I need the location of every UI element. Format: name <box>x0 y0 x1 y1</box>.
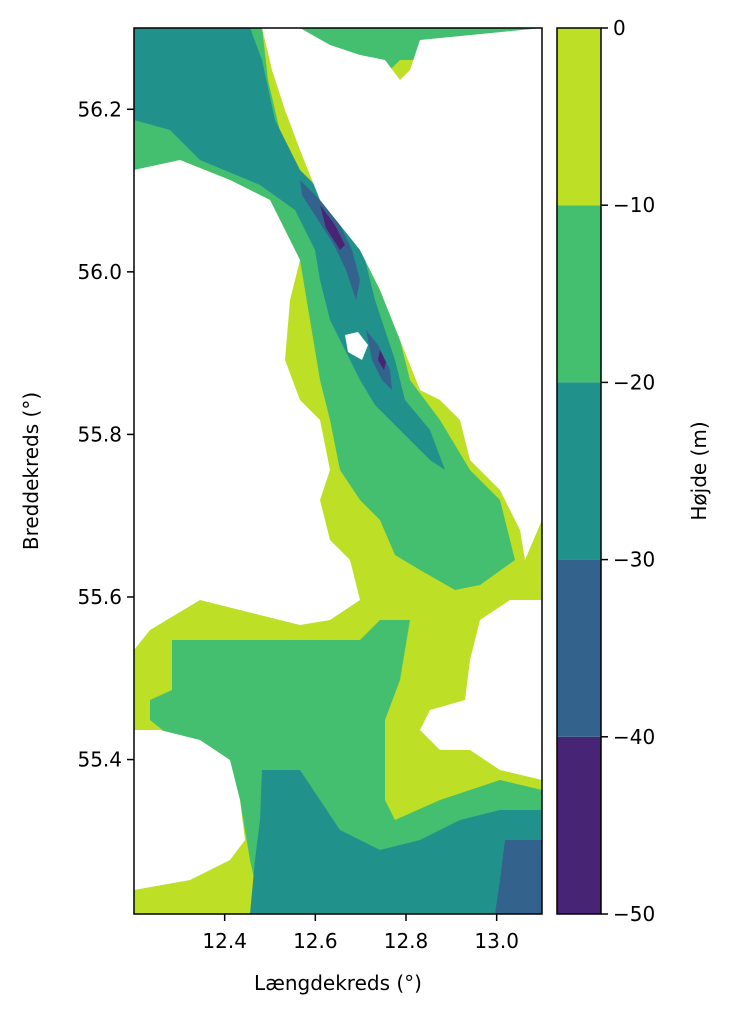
land-west-north <box>134 160 360 650</box>
x-tick-label: 12.8 <box>384 929 429 953</box>
y-tick-label: 55.8 <box>77 422 122 446</box>
x-tick-label: 12.6 <box>293 929 338 953</box>
y-tick-label: 55.4 <box>77 748 122 772</box>
plot-frame <box>133 27 543 915</box>
colorbar-band <box>557 736 601 914</box>
x-tick-label: 13.0 <box>474 929 519 953</box>
colorbar-tick-label: 0 <box>613 16 626 40</box>
land-sweden-north <box>262 28 542 560</box>
colorbar-band <box>557 28 601 206</box>
y-tick-label: 55.6 <box>77 585 122 609</box>
x-axis-label: Længdekreds (°) <box>254 971 422 995</box>
colorbar-label: Højde (m) <box>687 421 711 520</box>
map-plot-area <box>133 27 543 915</box>
band-minus20-to-minus30 <box>134 28 542 914</box>
y-axis: 55.4 55.6 55.8 56.0 56.2 <box>77 97 134 772</box>
land-southeast <box>420 600 542 780</box>
land-southwest <box>134 730 245 890</box>
colorbar-band <box>557 559 601 737</box>
colorbar-band <box>557 382 601 560</box>
band-minus10-to-minus20 <box>134 28 542 914</box>
x-axis: 12.4 12.6 12.8 13.0 <box>202 914 519 953</box>
colorbar-tick-label: −30 <box>613 548 655 572</box>
depth-contours <box>134 28 542 914</box>
colorbar-tick-label: −20 <box>613 370 655 394</box>
x-tick-label: 12.4 <box>202 929 247 953</box>
colorbar-frame <box>556 27 602 915</box>
colorbar-tick-label: −40 <box>613 725 655 749</box>
colorbar-tick-label: −10 <box>613 193 655 217</box>
y-axis-label: Breddekreds (°) <box>19 392 43 550</box>
colorbar: −50 −40 −30 −20 −10 0 <box>556 16 655 926</box>
colorbar-tick-label: −50 <box>613 902 655 926</box>
band-minus40-to-minus50 <box>320 205 386 370</box>
y-tick-label: 56.2 <box>77 97 122 121</box>
y-tick-label: 56.0 <box>77 260 122 284</box>
land-island-ven <box>345 332 368 360</box>
colorbar-band <box>557 205 601 383</box>
band-minus30-to-minus40 <box>300 180 542 914</box>
